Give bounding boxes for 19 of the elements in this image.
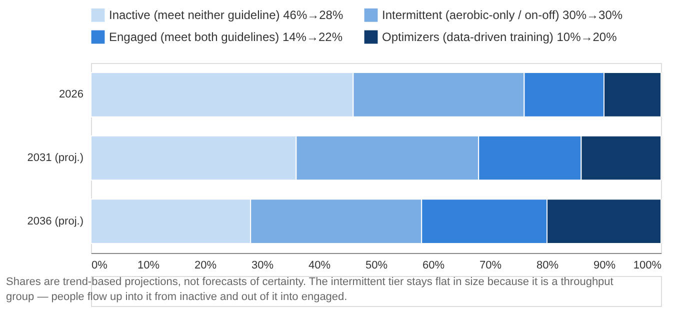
x-tick-label: 80% — [536, 260, 559, 272]
x-tick-label: 20% — [194, 260, 217, 272]
y-tick-label: 2036 (proj.) — [27, 215, 84, 228]
x-tick-label: 70% — [479, 260, 502, 272]
text: Shares are trend-based projections, not forecasts of certainty. The intermittent tier stays flat in size because it is a throughput group — people flow up into it from inactive and out of it into engaged. — [6, 276, 614, 303]
legend-label: Intermittent (aerobic-only / on-off) 30%→30% — [382, 8, 623, 22]
y-tick-label: 2031 (proj.) — [27, 152, 84, 164]
x-tick-label: 30% — [251, 260, 274, 272]
x-tick-label: 90% — [593, 260, 616, 272]
x-tick-label: 10% — [137, 260, 160, 272]
legend-label: Optimizers (data-driven training) 10%→20% — [382, 30, 618, 44]
x-tick-label: 50% — [365, 260, 388, 272]
y-tick-label: 2026 — [59, 88, 84, 101]
legend-label: Inactive (meet neither guideline) 46%→28% — [109, 8, 344, 22]
legend-label: Engaged (meet both guidelines) 14%→22% — [109, 30, 343, 44]
x-tick-label: 0% — [92, 260, 108, 272]
x-tick-label: 60% — [422, 260, 445, 272]
x-tick-label: 100% — [633, 260, 662, 272]
x-tick-label: 40% — [308, 260, 331, 272]
